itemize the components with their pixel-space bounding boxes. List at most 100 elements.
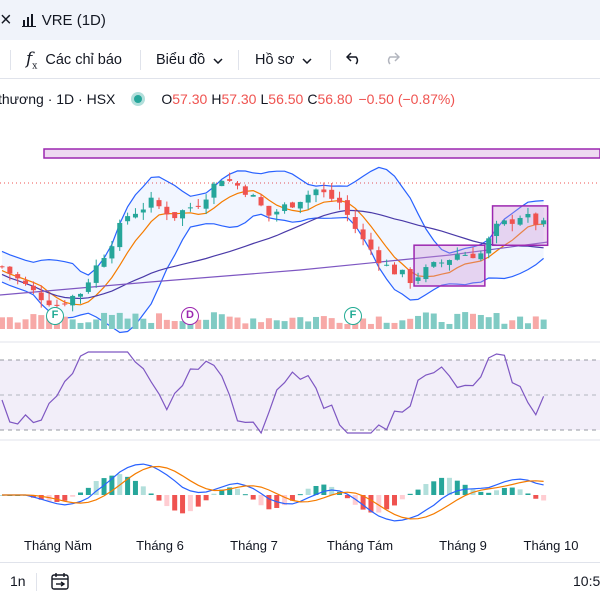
event-marker-f[interactable]: F bbox=[344, 307, 362, 325]
volume-bar bbox=[532, 316, 539, 329]
price-chart[interactable] bbox=[0, 110, 600, 535]
candle-body bbox=[454, 254, 460, 260]
candle-body bbox=[187, 207, 193, 209]
ohlc-low: L56.50 bbox=[260, 91, 304, 107]
candle-body bbox=[289, 202, 295, 208]
candle-body bbox=[415, 277, 421, 281]
close-tab-button[interactable]: × bbox=[0, 9, 12, 31]
volume-bar bbox=[77, 322, 84, 329]
profile-dropdown[interactable]: Hồ sơ bbox=[255, 49, 312, 71]
volume-bar bbox=[501, 323, 508, 329]
candle-body bbox=[117, 222, 123, 248]
macd-histogram-bar bbox=[423, 484, 429, 495]
interval-button[interactable]: 1n bbox=[10, 573, 26, 589]
candle-body bbox=[541, 220, 547, 225]
candle-body bbox=[70, 295, 76, 306]
profile-label: Hồ sơ bbox=[255, 52, 295, 68]
moving-average-fast-line bbox=[1, 189, 544, 306]
volume-bar bbox=[226, 316, 233, 329]
candle-body bbox=[109, 246, 115, 259]
volume-bar bbox=[336, 322, 343, 329]
candle-body bbox=[368, 239, 374, 250]
candle-body bbox=[517, 217, 523, 225]
indicators-button[interactable]: fx Các chỉ báo bbox=[26, 49, 122, 71]
candle-body bbox=[148, 197, 154, 208]
macd-histogram-bar bbox=[399, 495, 405, 500]
symbol-title[interactable]: thương · 1D · HSX bbox=[0, 91, 116, 107]
candle-body bbox=[392, 264, 397, 275]
volume-bar bbox=[313, 316, 319, 329]
volume-bar bbox=[234, 317, 241, 329]
candle-body bbox=[462, 254, 468, 256]
redo-icon bbox=[384, 51, 401, 69]
volume-bar bbox=[210, 312, 217, 329]
candle-body bbox=[274, 211, 280, 215]
candle-body bbox=[164, 206, 170, 215]
event-marker-d[interactable]: D bbox=[181, 307, 199, 325]
volume-bar bbox=[38, 315, 45, 329]
macd-histogram-bar bbox=[282, 495, 288, 506]
macd-histogram-bar bbox=[541, 495, 547, 501]
candle-body bbox=[384, 264, 390, 266]
candle-body bbox=[337, 197, 343, 203]
volume-bar bbox=[344, 323, 351, 329]
macd-histogram-bar bbox=[78, 492, 83, 495]
volume-bar bbox=[132, 313, 139, 329]
moving-average-mid-line bbox=[1, 209, 544, 300]
chart-type-dropdown[interactable]: Biểu đồ bbox=[156, 49, 223, 71]
clock-time: 10:5 bbox=[573, 573, 600, 589]
macd-histogram-bar bbox=[54, 495, 60, 502]
macd-histogram-bar bbox=[368, 495, 374, 513]
macd-histogram-bar bbox=[227, 487, 233, 495]
candle-body bbox=[525, 213, 531, 218]
volume-bar bbox=[250, 318, 257, 329]
candle-body bbox=[211, 183, 217, 198]
toolbar-divider bbox=[140, 50, 141, 70]
candle-body bbox=[0, 266, 5, 268]
volume-bar bbox=[305, 321, 312, 329]
indicators-label: Các chỉ báo bbox=[45, 52, 122, 68]
macd-histogram-bar bbox=[250, 495, 256, 500]
volume-bar bbox=[297, 317, 304, 329]
resistance-zone bbox=[43, 148, 600, 159]
candle-body bbox=[250, 194, 256, 197]
volume-bar bbox=[391, 322, 398, 329]
volume-bar bbox=[148, 322, 155, 329]
candle-body bbox=[46, 300, 52, 306]
volume-bar bbox=[140, 318, 147, 329]
volume-bar bbox=[265, 318, 272, 329]
x-axis-label: Tháng 6 bbox=[136, 538, 184, 553]
macd-histogram-bar bbox=[501, 487, 507, 495]
macd-histogram-bar bbox=[462, 484, 468, 495]
volume-bar bbox=[218, 314, 225, 329]
macd-histogram-bar bbox=[148, 493, 154, 495]
volume-bar bbox=[485, 317, 492, 329]
macd-histogram-bar bbox=[140, 486, 146, 495]
volume-bar bbox=[6, 317, 13, 329]
volume-bar bbox=[320, 316, 327, 329]
candle-body bbox=[533, 213, 539, 225]
macd-histogram-bar bbox=[407, 493, 413, 495]
volume-bar bbox=[415, 315, 422, 329]
volume-bar bbox=[289, 317, 296, 329]
macd-histogram-bar bbox=[517, 489, 523, 495]
candle-body bbox=[266, 205, 272, 216]
macd-histogram-bar bbox=[431, 481, 437, 495]
bottom-divider bbox=[36, 573, 37, 591]
volume-bar bbox=[477, 314, 484, 329]
calendar-range-icon[interactable] bbox=[50, 571, 70, 596]
candle-body bbox=[85, 282, 91, 292]
candle-body bbox=[203, 199, 209, 209]
tab-bar: × VRE (1D) bbox=[0, 0, 600, 41]
event-marker-f[interactable]: F bbox=[46, 307, 64, 325]
market-status-icon bbox=[131, 92, 146, 106]
volume-bar bbox=[61, 316, 68, 329]
macd-histogram-bar bbox=[415, 489, 421, 495]
chart-tab[interactable]: × VRE (1D) bbox=[0, 8, 106, 32]
redo-button[interactable] bbox=[384, 49, 401, 71]
volume-bar bbox=[163, 319, 170, 329]
undo-button[interactable] bbox=[345, 49, 362, 71]
macd-histogram-bar bbox=[203, 495, 209, 501]
macd-histogram-bar bbox=[439, 477, 445, 495]
candle-body bbox=[195, 205, 201, 207]
